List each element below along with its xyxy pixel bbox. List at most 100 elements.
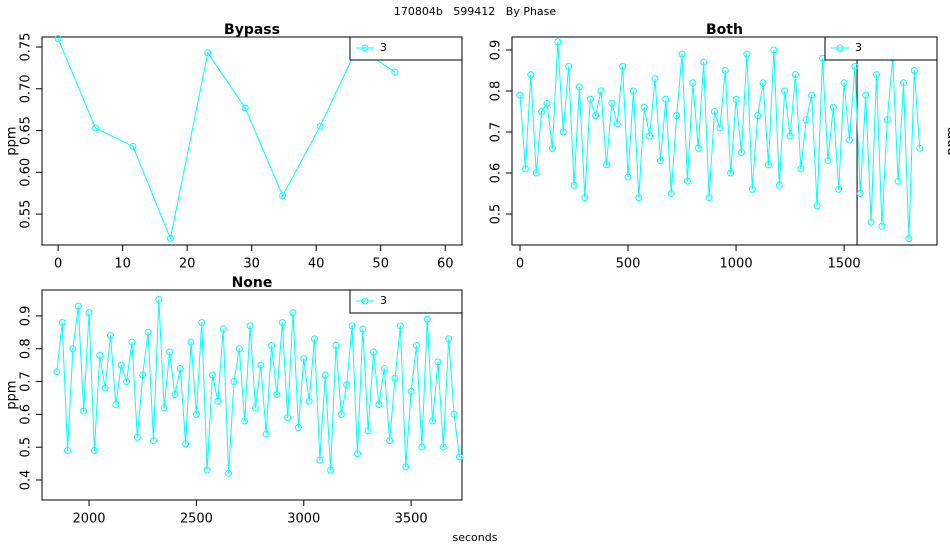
data-point (112, 401, 120, 409)
x-tick-label: 40 (308, 257, 325, 272)
data-point (305, 397, 313, 405)
data-point (348, 322, 356, 330)
data-point (867, 218, 875, 226)
legend-box (349, 36, 463, 61)
x-tick-label: 2000 (72, 512, 105, 527)
x-tick-label: 20 (179, 257, 196, 272)
data-point (748, 185, 756, 193)
data-point (689, 79, 697, 87)
data-point (262, 430, 270, 438)
data-point (656, 157, 664, 165)
data-point (251, 404, 259, 412)
data-point (429, 417, 437, 425)
data-point (396, 322, 404, 330)
y-tick-label: 0.4 (19, 470, 34, 491)
data-point (171, 391, 179, 399)
data-point (155, 296, 163, 304)
data-point (106, 332, 114, 340)
legend-label: 3 (380, 41, 387, 54)
data-point (883, 116, 891, 124)
data-point (667, 190, 675, 198)
data-point (133, 433, 141, 441)
x-tick-label: 0 (516, 257, 524, 272)
data-point (53, 368, 61, 376)
data-point (824, 157, 832, 165)
chart-title: Bypass (224, 22, 280, 38)
data-point (445, 335, 453, 343)
data-point (835, 185, 843, 193)
data-point (139, 371, 147, 379)
data-point (862, 91, 870, 99)
data-point (294, 423, 302, 431)
data-point (160, 404, 168, 412)
data-point (455, 453, 463, 461)
data-point (412, 341, 420, 349)
x-tick-label: 3500 (395, 512, 428, 527)
data-point (683, 177, 691, 185)
x-tick-label: 3000 (287, 512, 320, 527)
data-point (332, 341, 340, 349)
data-point (840, 79, 848, 87)
y-tick-label: 0.6 (489, 163, 504, 184)
data-point (241, 104, 249, 112)
y-axis-label: ppm (945, 126, 950, 155)
data-point (554, 38, 562, 46)
data-point (128, 338, 136, 346)
y-tick-label: 0.9 (489, 40, 504, 61)
data-point (230, 378, 238, 386)
data-point (797, 165, 805, 173)
y-tick-label: 0.65 (19, 116, 34, 145)
data-point (434, 358, 442, 366)
data-point (538, 107, 546, 115)
data-point (565, 62, 573, 70)
legend-marker (361, 44, 369, 52)
data-point (905, 235, 913, 243)
data-point (284, 414, 292, 422)
x-tick-label: 1500 (828, 257, 861, 272)
data-point (786, 132, 794, 140)
y-tick-label: 0.8 (489, 81, 504, 102)
data-point (548, 144, 556, 152)
y-tick-label: 0.70 (19, 74, 34, 103)
x-tick-label: 1000 (720, 257, 753, 272)
data-point (781, 87, 789, 95)
data-point (775, 181, 783, 189)
data-point (700, 58, 708, 66)
data-point (300, 355, 308, 363)
data-point (856, 190, 864, 198)
x-tick-label: 500 (616, 257, 641, 272)
chart-title: Both (706, 22, 743, 38)
data-point (117, 361, 125, 369)
data-point (208, 371, 216, 379)
data-point (737, 149, 745, 157)
data-point (343, 381, 351, 389)
x-tick-label: 50 (372, 257, 389, 272)
data-point (64, 446, 72, 454)
data-point (85, 309, 93, 317)
data-point (327, 466, 335, 474)
data-point (678, 50, 686, 58)
data-point (592, 112, 600, 120)
data-point (418, 443, 426, 451)
chart-title: None (232, 275, 273, 291)
data-point (732, 95, 740, 103)
data-point (386, 437, 394, 445)
y-tick-label: 0.5 (19, 437, 34, 458)
data-point (743, 50, 751, 58)
data-point (802, 116, 810, 124)
data-point (791, 71, 799, 79)
legend-label: 3 (380, 294, 387, 307)
data-point (289, 309, 297, 317)
page-title: 170804b 599412 By Phase (394, 5, 557, 18)
data-point (149, 437, 157, 445)
data-point (851, 62, 859, 70)
data-point (646, 132, 654, 140)
data-point (764, 161, 772, 169)
data-point (808, 91, 816, 99)
y-tick-label: 0.55 (19, 200, 34, 229)
data-point (204, 49, 212, 57)
y-axis-label: ppm (5, 126, 20, 155)
data-point (187, 338, 195, 346)
data-point (705, 194, 713, 202)
x-axis-label: seconds (453, 531, 498, 544)
